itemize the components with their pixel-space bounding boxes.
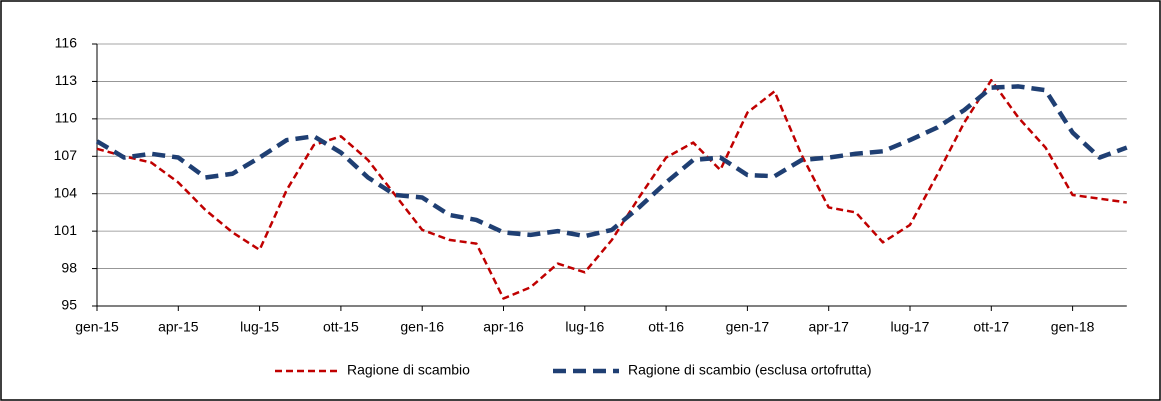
y-tick-label: 98 [61,259,77,275]
legend-label: Ragione di scambio (esclusa ortofrutta) [628,362,872,378]
x-tick-label: lug-16 [565,319,604,335]
x-tick-label: gen-16 [400,319,444,335]
series-line [96,78,1127,300]
y-tick-label: 104 [54,184,78,200]
x-tick-label: ott-15 [323,319,359,335]
x-tick-label: lug-15 [240,319,279,335]
y-tick-label: 95 [61,297,77,313]
x-tick-label: ott-16 [648,319,684,335]
y-tick-label: 116 [55,35,78,51]
y-tick-label: 110 [55,110,78,126]
y-tick-label: 101 [54,222,78,238]
y-tick-label: 107 [54,147,78,163]
x-tick-label: gen-17 [726,319,770,335]
x-tick-label: ott-17 [973,319,1009,335]
x-tick-label: apr-15 [158,319,199,335]
x-tick-label: gen-18 [1051,319,1095,335]
y-tick-label: 113 [55,72,78,88]
series-line [95,84,1128,239]
x-tick-label: lug-17 [891,319,930,335]
x-tick-label: apr-16 [483,319,524,335]
legend-label: Ragione di scambio [347,362,470,378]
x-tick-label: gen-15 [75,319,119,335]
x-tick-label: apr-17 [808,319,849,335]
